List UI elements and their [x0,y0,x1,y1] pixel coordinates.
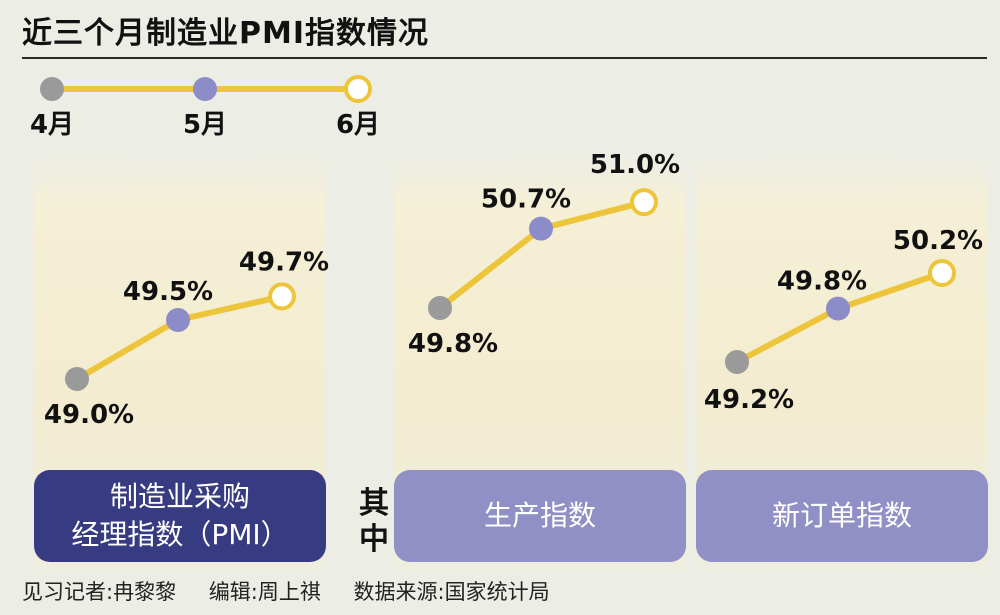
panel-new-orders-point-1 [725,350,749,374]
panel-production-data-label-2: 50.7% [481,185,571,215]
panel-new-orders-data-label-2: 49.8% [777,267,867,297]
legend-marker-3 [344,75,372,103]
panel-pmi-point-2 [166,308,190,332]
footer-editor: 编辑:周上祺 [208,580,321,604]
footer-credits: 见习记者:冉黎黎 编辑:周上祺 数据来源:国家统计局 [22,576,576,606]
page-title: 近三个月制造业PMI指数情况 [22,16,430,51]
panel-pmi-title-line-1: 制造业采购 [109,480,250,513]
title-divider [22,57,987,59]
legend-label-june: 6月 [335,110,381,140]
legend-marker-2 [193,77,217,101]
panel-pmi-data-label-2: 49.5% [123,277,213,307]
footer-reporter: 见习记者:冉黎黎 [22,580,177,604]
footer-source: 数据来源:国家统计局 [353,580,550,604]
panel-new-orders-data-label-3: 50.2% [893,226,983,256]
panel-production-title-badge: 生产指数 [394,470,686,562]
panel-production-data-label-1: 49.8% [408,329,498,359]
panel-new-orders-title-badge: 新订单指数 [696,470,988,562]
panel-pmi-data-label-3: 49.7% [239,247,329,277]
panel-production-point-2 [529,216,553,241]
panel-new-orders-point-3 [928,259,956,287]
panel-production-point-1 [428,296,452,320]
legend-marker-1 [40,77,64,101]
panel-pmi-title-badge: 制造业采购 经理指数（PMI） [34,470,326,562]
panel-production-data-label-3: 51.0% [590,150,680,180]
panel-pmi-point-1 [65,367,89,391]
panel-production-title: 生产指数 [483,499,596,532]
legend-label-april: 4月 [29,110,75,140]
panel-pmi-point-3 [268,282,296,311]
panel-production-point-3 [630,188,658,217]
qizhong-label: 其中 [359,486,389,557]
legend-label-may: 5月 [182,110,228,140]
panel-new-orders-point-2 [826,296,850,321]
panel-pmi-data-label-1: 49.0% [44,400,134,430]
panel-new-orders-title: 新订单指数 [771,499,912,532]
panel-new-orders-data-label-1: 49.2% [704,385,794,415]
panel-pmi-title-line-2: 经理指数（PMI） [71,518,289,551]
